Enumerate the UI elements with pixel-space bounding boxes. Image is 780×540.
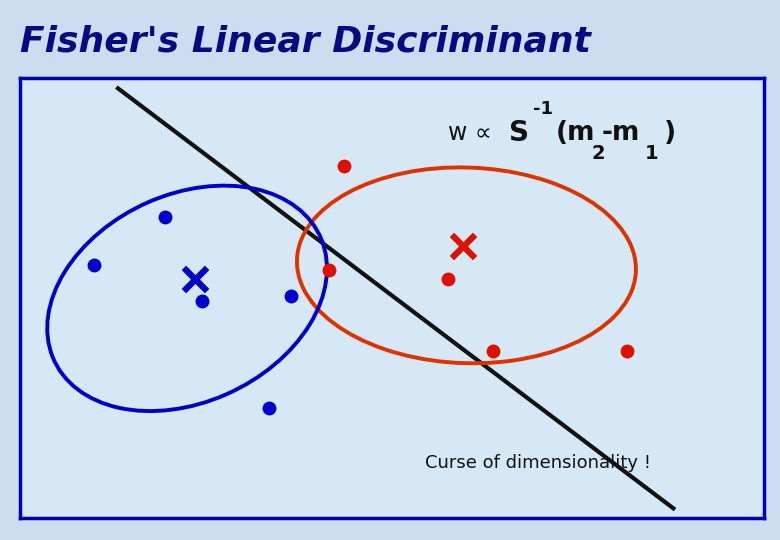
Text: ): ) <box>655 120 676 146</box>
Text: -1: -1 <box>534 100 554 118</box>
Point <box>486 347 498 355</box>
Point <box>620 347 633 355</box>
Point <box>87 261 100 269</box>
Text: 1: 1 <box>645 144 659 163</box>
Text: w ∝: w ∝ <box>448 122 499 145</box>
Text: Fisher's Linear Discriminant: Fisher's Linear Discriminant <box>20 24 590 58</box>
Point <box>158 213 171 221</box>
Point <box>263 404 275 413</box>
Text: -m: -m <box>602 120 640 146</box>
Point <box>322 266 335 274</box>
Point <box>285 292 298 300</box>
Point <box>196 296 208 305</box>
Point <box>456 241 469 250</box>
Point <box>337 162 349 171</box>
Text: S: S <box>509 119 529 147</box>
Text: (m: (m <box>556 120 595 146</box>
Text: 2: 2 <box>591 144 605 163</box>
Text: Curse of dimensionality !: Curse of dimensionality ! <box>425 454 651 472</box>
Point <box>441 274 454 283</box>
Point <box>188 274 200 283</box>
